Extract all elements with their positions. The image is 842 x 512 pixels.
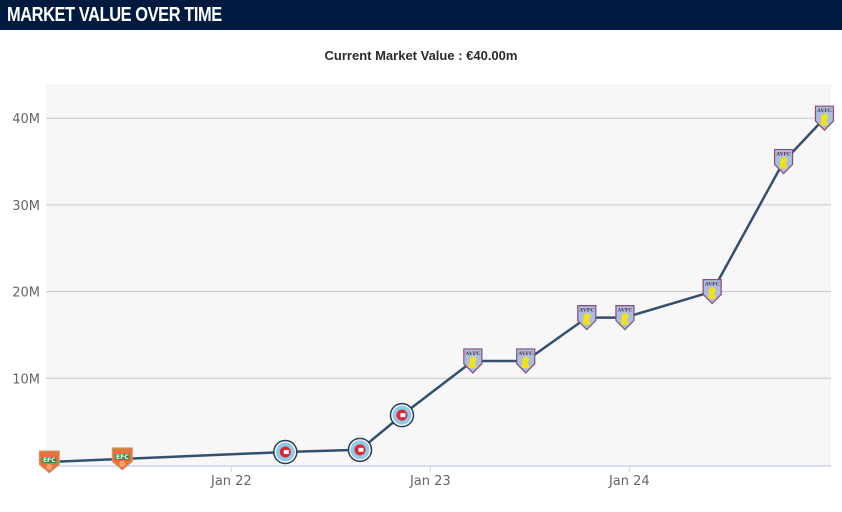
data-point-avfc-crest[interactable]: AVFC (463, 348, 483, 374)
section-title: MARKET VALUE OVER TIME (7, 4, 222, 26)
data-point-chicago-fire-crest[interactable] (389, 402, 415, 428)
data-point-chicago-fire-crest[interactable] (273, 439, 298, 465)
x-tick-label: Jan 23 (409, 474, 451, 489)
data-point-avfc-crest[interactable]: AVFC (814, 105, 835, 132)
data-point-chicago-fire-crest[interactable] (347, 437, 373, 463)
current-market-value: Current Market Value : €40.00m (324, 48, 518, 63)
svg-text:AVFC: AVFC (775, 152, 791, 158)
plot-background (46, 84, 831, 466)
data-point-efc-crest[interactable]: EFC (111, 447, 133, 471)
svg-text:AVFC: AVFC (616, 308, 632, 314)
data-point-avfc-crest[interactable]: AVFC (615, 305, 635, 331)
svg-text:AVFC: AVFC (464, 351, 480, 357)
gridlines (46, 117, 831, 379)
svg-text:EFC: EFC (43, 457, 56, 464)
svg-text:EFC: EFC (116, 454, 129, 461)
data-point-efc-crest[interactable]: EFC (38, 450, 60, 474)
svg-text:AVFC: AVFC (816, 108, 832, 114)
data-point-avfc-crest[interactable]: AVFC (516, 348, 536, 374)
data-point-avfc-crest[interactable]: AVFC (702, 279, 722, 305)
x-tick-label: Jan 24 (608, 474, 650, 489)
svg-text:AVFC: AVFC (578, 308, 594, 314)
svg-text:AVFC: AVFC (704, 282, 720, 288)
y-tick-label: 30M (12, 199, 40, 214)
svg-text:AVFC: AVFC (517, 351, 533, 357)
y-tick-label: 40M (12, 112, 40, 127)
series-markers: EFC EFC AVFC AVFC AVFC AVFC AVFC AVFC AVFC (38, 105, 835, 474)
y-axis: 10M 20M 30M 40M (12, 112, 40, 387)
data-point-avfc-crest[interactable]: AVFC (773, 148, 794, 175)
data-point-avfc-crest[interactable]: AVFC (577, 305, 597, 331)
y-tick-label: 10M (12, 372, 40, 387)
x-axis: Jan 22 Jan 23 Jan 24 (210, 466, 650, 489)
series-line (49, 117, 826, 464)
y-tick-label: 20M (12, 286, 40, 301)
x-tick-label: Jan 22 (210, 474, 252, 489)
header-bar: MARKET VALUE OVER TIME (0, 0, 842, 30)
